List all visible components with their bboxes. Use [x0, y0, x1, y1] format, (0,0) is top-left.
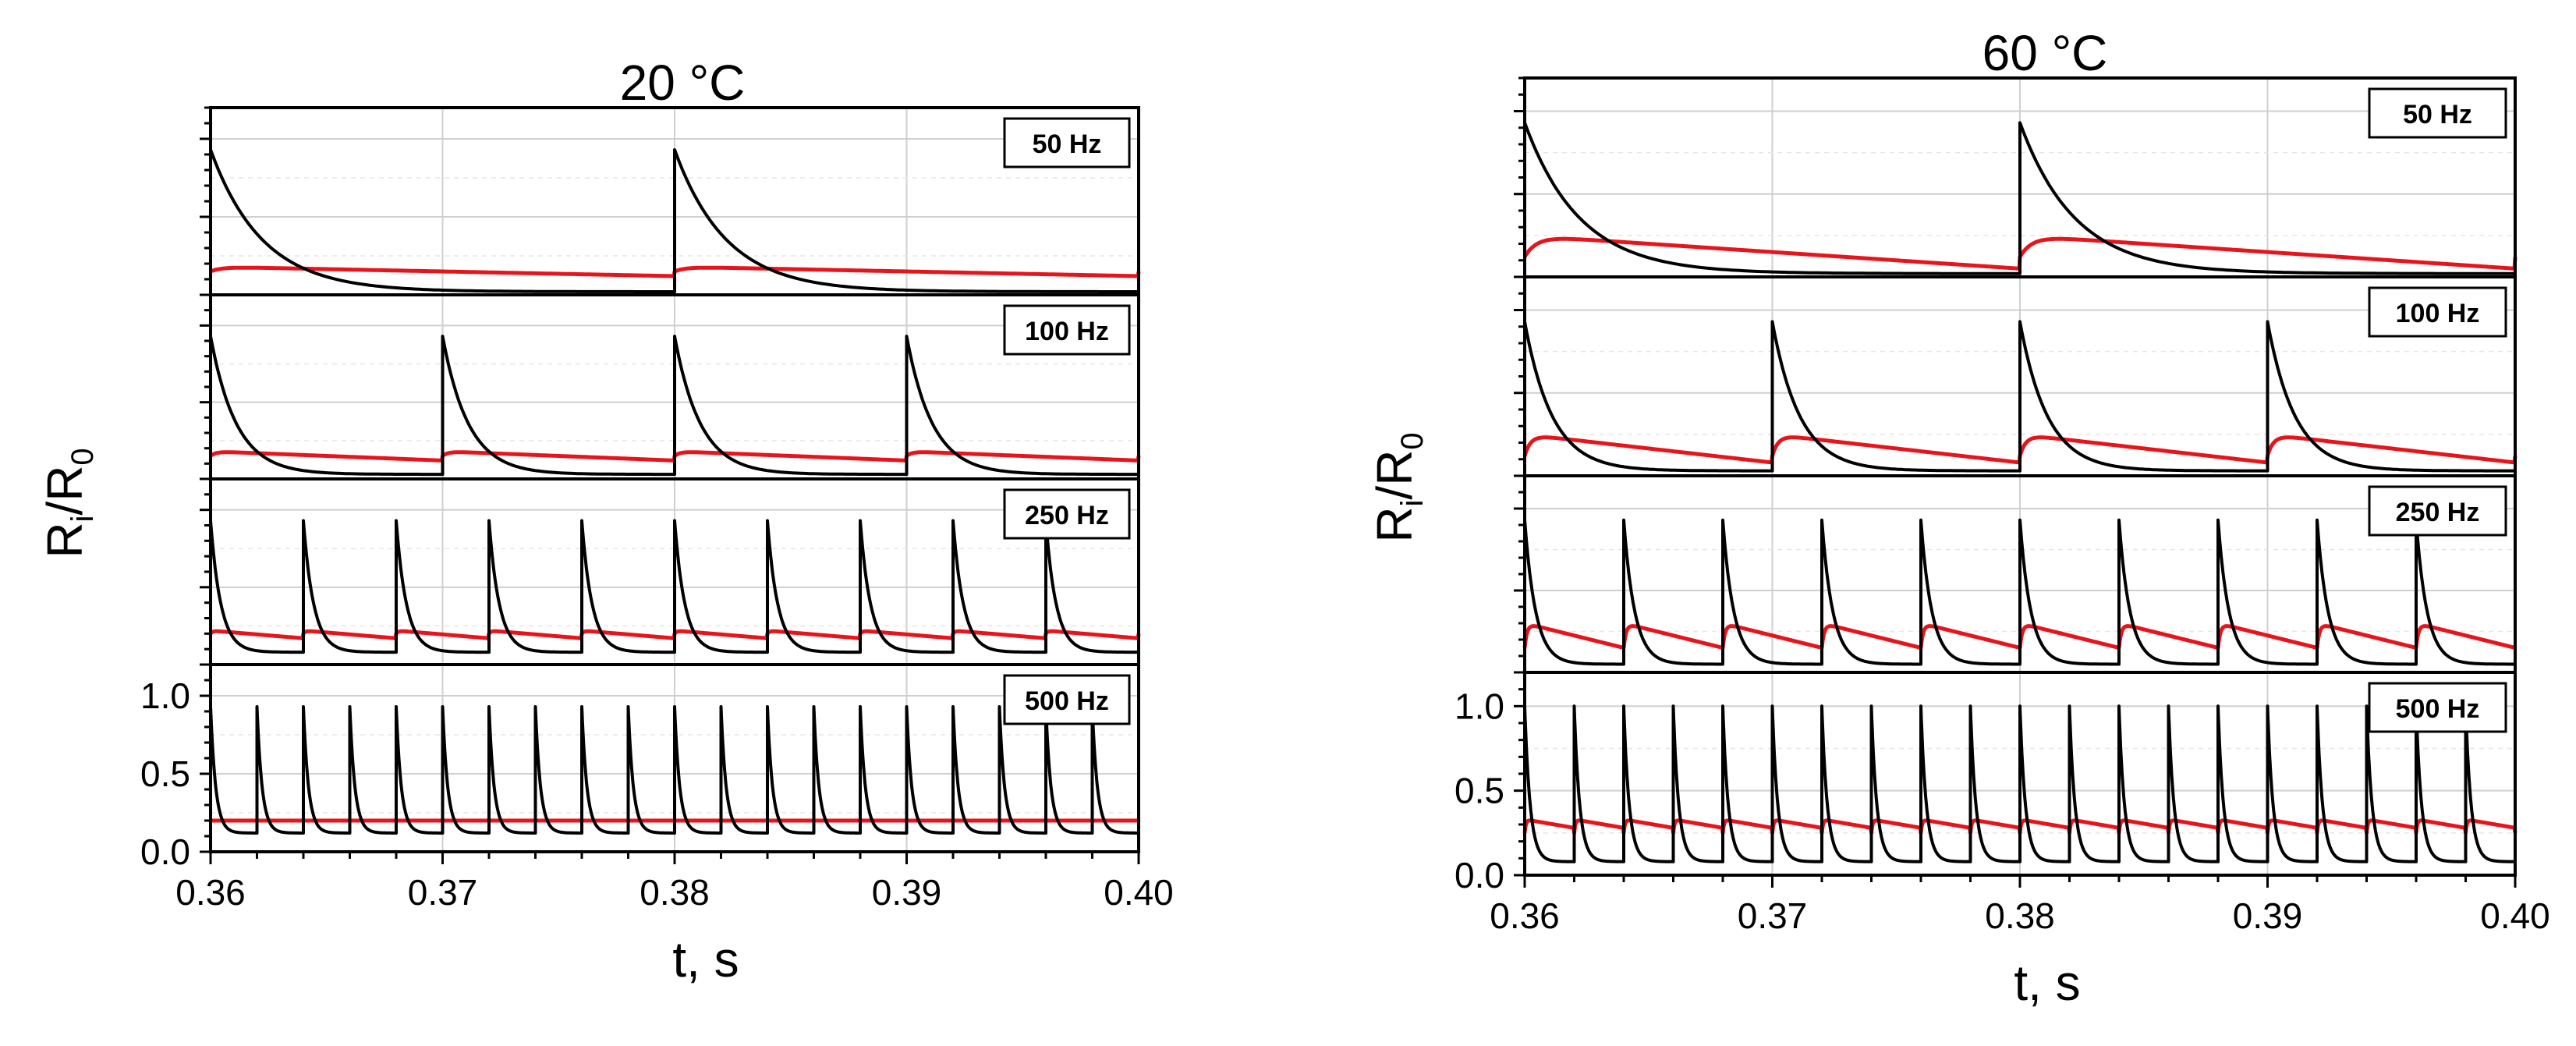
panel-50hz: 50 Hz: [1514, 76, 2518, 278]
frequency-label-box: [1003, 304, 1131, 356]
black-trace: [209, 705, 1140, 835]
x-ticks: 0.36 0.37 0.38 0.39 0.40: [175, 852, 1174, 913]
frequency-label: 100 Hz: [1025, 317, 1109, 346]
frequency-label: 50 Hz: [1033, 129, 1102, 159]
x-tick-label: 0.36: [1490, 895, 1560, 936]
frequency-label: 250 Hz: [2396, 498, 2480, 527]
black-trace: [1523, 121, 2515, 275]
y-tick-label: 0.0: [1455, 855, 1504, 895]
frequency-label-box: [2368, 485, 2507, 537]
black-trace: [1523, 704, 2517, 863]
black-trace: [209, 148, 1139, 293]
frequency-label: 50 Hz: [2403, 100, 2472, 129]
x-tick-label: 0.37: [408, 872, 478, 913]
frequency-label-box: [2368, 286, 2507, 338]
x-tick-label: 0.37: [1738, 895, 1808, 936]
x-ticks: 0.36 0.37 0.38 0.39 0.40: [1490, 875, 2550, 936]
frequency-label-box: [1003, 117, 1131, 168]
panel-100hz: 100 Hz: [200, 293, 1141, 480]
panel-250hz: 250 Hz: [200, 477, 1141, 666]
panels: 50 Hz 100 Hz 250 Hz 500 Hz 0.0 0.5 1.0: [1455, 76, 2518, 895]
x-tick-label: 0.38: [1985, 895, 2055, 936]
frequency-label: 100 Hz: [2396, 299, 2480, 328]
y-axis-label: Ri/R0: [1366, 432, 1430, 542]
panel-50hz: 50 Hz: [200, 106, 1141, 296]
y-tick-label: 0.5: [1455, 771, 1504, 811]
black-trace: [209, 335, 1139, 477]
panel-100hz: 100 Hz: [1514, 275, 2518, 477]
black-trace: [1523, 518, 2516, 666]
x-axis-label: t, s: [672, 931, 739, 987]
x-tick-label: 0.38: [640, 872, 710, 913]
y-tick-label: 1.0: [1455, 686, 1504, 726]
x-tick-label: 0.39: [872, 872, 942, 913]
y-tick-label: 1.0: [140, 675, 190, 716]
y-tick-label: 0.0: [140, 831, 190, 872]
x-tick-label: 0.39: [2233, 895, 2303, 936]
panel-500hz: 500 Hz 0.0 0.5 1.0: [140, 663, 1140, 872]
frequency-label: 500 Hz: [1025, 686, 1109, 716]
black-trace: [1523, 320, 2515, 473]
black-trace: [209, 519, 1139, 654]
x-tick-label: 0.40: [1104, 872, 1174, 913]
y-axis-label: Ri/R0: [37, 448, 100, 558]
panel-250hz: 250 Hz: [1514, 474, 2517, 674]
frequency-label: 500 Hz: [2396, 694, 2480, 724]
frequency-label-box: [2368, 87, 2507, 139]
x-tick-label: 0.40: [2480, 895, 2550, 936]
panel-500hz: 500 Hz 0.0 0.5 1.0: [1455, 671, 2518, 895]
y-tick-label: 0.5: [140, 753, 190, 794]
frequency-label-box: [2368, 682, 2507, 733]
panels: 50 Hz 100 Hz 250 Hz 500 Hz 0.0 0.5 1.0: [140, 106, 1141, 872]
frequency-label-box: [1003, 674, 1131, 725]
chart-title: 20 °C: [620, 55, 746, 111]
x-axis-label: t, s: [2014, 955, 2080, 1011]
chart-title: 60 °C: [1982, 25, 2108, 81]
frequency-label: 250 Hz: [1025, 501, 1109, 530]
x-tick-label: 0.36: [175, 872, 246, 913]
frequency-label-box: [1003, 488, 1131, 540]
